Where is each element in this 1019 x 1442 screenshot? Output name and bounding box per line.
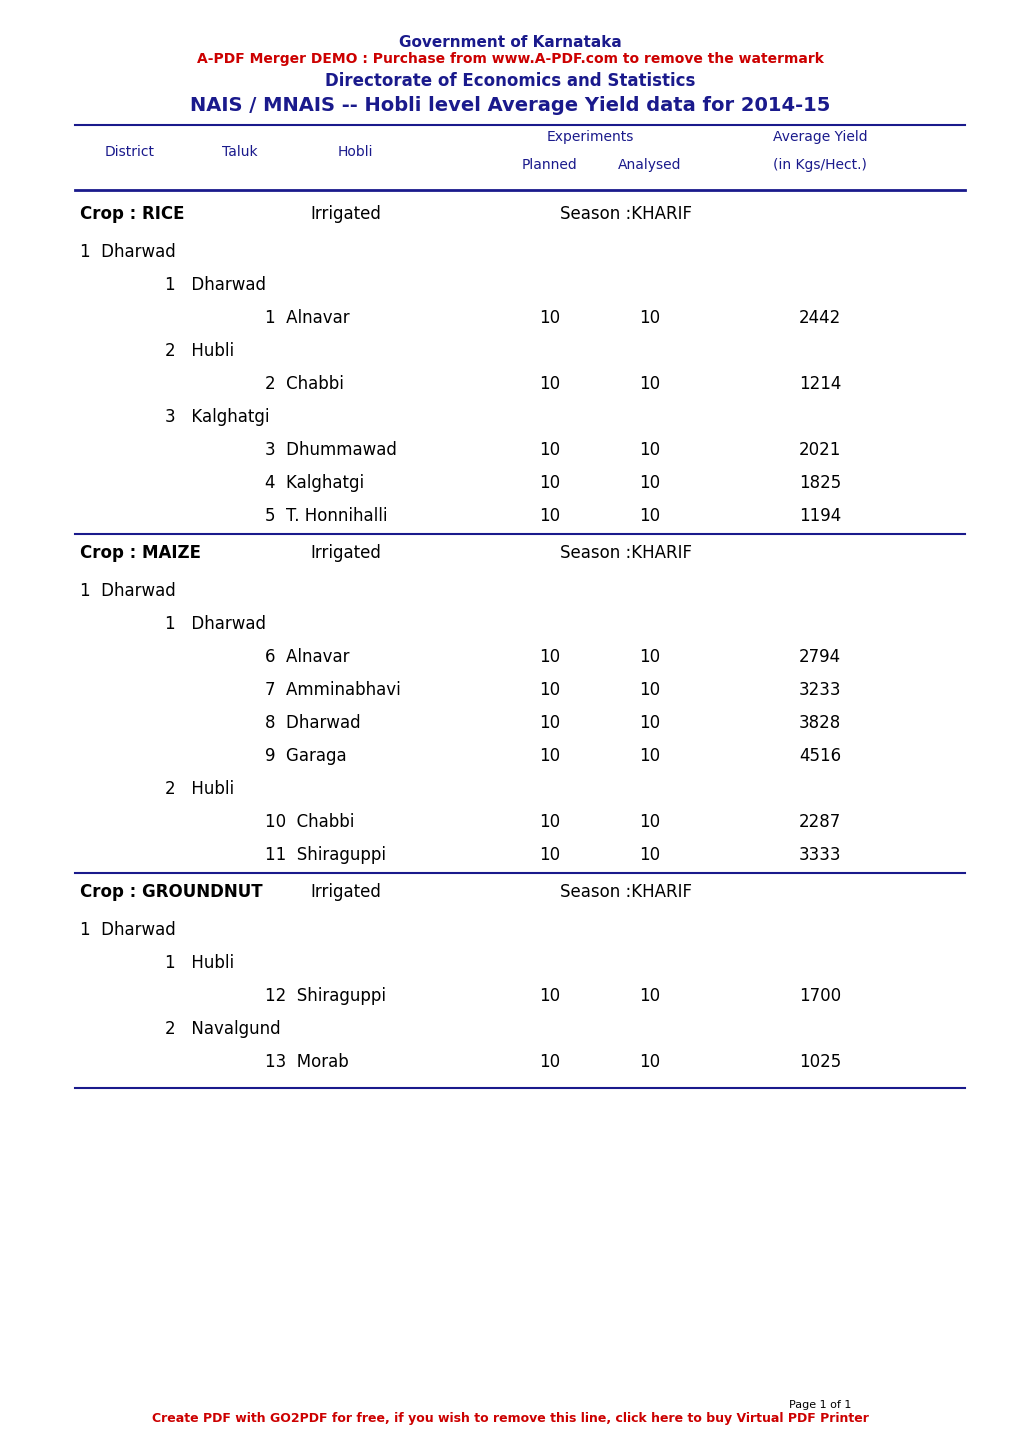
- Text: Crop : MAIZE: Crop : MAIZE: [79, 544, 201, 562]
- Text: Analysed: Analysed: [618, 159, 681, 172]
- Text: 10: 10: [639, 714, 660, 733]
- Text: 10: 10: [639, 647, 660, 666]
- Text: 10: 10: [639, 309, 660, 327]
- Text: Season :KHARIF: Season :KHARIF: [559, 883, 691, 901]
- Text: Irrigated: Irrigated: [310, 205, 380, 224]
- Text: Government of Karnataka: Government of Karnataka: [398, 35, 621, 50]
- Text: A-PDF Merger DEMO : Purchase from www.A-PDF.com to remove the watermark: A-PDF Merger DEMO : Purchase from www.A-…: [197, 52, 822, 66]
- Text: NAIS / MNAIS -- Hobli level Average Yield data for 2014-15: NAIS / MNAIS -- Hobli level Average Yiel…: [190, 97, 829, 115]
- Text: 9  Garaga: 9 Garaga: [265, 747, 346, 766]
- Text: 10: 10: [539, 474, 560, 492]
- Text: Experiments: Experiments: [546, 130, 633, 144]
- Text: 10: 10: [539, 846, 560, 864]
- Text: 10: 10: [639, 474, 660, 492]
- Text: 3233: 3233: [798, 681, 841, 699]
- Text: (in Kgs/Hect.): (in Kgs/Hect.): [772, 159, 866, 172]
- Text: 10: 10: [539, 441, 560, 459]
- Text: 2287: 2287: [798, 813, 841, 831]
- Text: Crop : RICE: Crop : RICE: [79, 205, 184, 224]
- Text: Season :KHARIF: Season :KHARIF: [559, 544, 691, 562]
- Text: Irrigated: Irrigated: [310, 883, 380, 901]
- Text: 10: 10: [539, 813, 560, 831]
- Text: Irrigated: Irrigated: [310, 544, 380, 562]
- Text: 1   Dharwad: 1 Dharwad: [165, 614, 266, 633]
- Text: 10: 10: [539, 1053, 560, 1071]
- Text: 10: 10: [639, 747, 660, 766]
- Text: 10: 10: [639, 1053, 660, 1071]
- Text: 2   Hubli: 2 Hubli: [165, 342, 234, 360]
- Text: 10: 10: [539, 508, 560, 525]
- Text: 11  Shiraguppi: 11 Shiraguppi: [265, 846, 385, 864]
- Text: 10: 10: [639, 846, 660, 864]
- Text: 10: 10: [539, 747, 560, 766]
- Text: Directorate of Economics and Statistics: Directorate of Economics and Statistics: [324, 72, 695, 89]
- Text: 1214: 1214: [798, 375, 841, 394]
- Text: 10  Chabbi: 10 Chabbi: [265, 813, 354, 831]
- Text: 3   Kalghatgi: 3 Kalghatgi: [165, 408, 269, 425]
- Text: 10: 10: [639, 813, 660, 831]
- Text: 3333: 3333: [798, 846, 841, 864]
- Text: 10: 10: [539, 647, 560, 666]
- Text: 1   Dharwad: 1 Dharwad: [165, 275, 266, 294]
- Text: 2   Hubli: 2 Hubli: [165, 780, 234, 797]
- Text: 3  Dhummawad: 3 Dhummawad: [265, 441, 396, 459]
- Text: 13  Morab: 13 Morab: [265, 1053, 348, 1071]
- Text: 2794: 2794: [798, 647, 841, 666]
- Text: 10: 10: [639, 986, 660, 1005]
- Text: Taluk: Taluk: [222, 146, 258, 159]
- Text: Page 1 of 1: Page 1 of 1: [788, 1400, 850, 1410]
- Text: Average Yield: Average Yield: [772, 130, 866, 144]
- Text: District: District: [105, 146, 155, 159]
- Text: 10: 10: [539, 375, 560, 394]
- Text: Create PDF with GO2PDF for free, if you wish to remove this line, click here to : Create PDF with GO2PDF for free, if you …: [152, 1412, 867, 1425]
- Text: 1  Dharwad: 1 Dharwad: [79, 921, 175, 939]
- Text: 7  Amminabhavi: 7 Amminabhavi: [265, 681, 400, 699]
- Text: 2021: 2021: [798, 441, 841, 459]
- Text: Hobli: Hobli: [337, 146, 372, 159]
- Text: 4516: 4516: [798, 747, 841, 766]
- Text: 10: 10: [639, 441, 660, 459]
- Text: 10: 10: [539, 714, 560, 733]
- Text: 1  Alnavar: 1 Alnavar: [265, 309, 350, 327]
- Text: 4  Kalghatgi: 4 Kalghatgi: [265, 474, 364, 492]
- Text: 1700: 1700: [798, 986, 841, 1005]
- Text: 5  T. Honnihalli: 5 T. Honnihalli: [265, 508, 387, 525]
- Text: 10: 10: [539, 681, 560, 699]
- Text: Planned: Planned: [522, 159, 578, 172]
- Text: 10: 10: [539, 986, 560, 1005]
- Text: 10: 10: [639, 508, 660, 525]
- Text: 1825: 1825: [798, 474, 841, 492]
- Text: 10: 10: [539, 309, 560, 327]
- Text: 1   Hubli: 1 Hubli: [165, 955, 234, 972]
- Text: 8  Dharwad: 8 Dharwad: [265, 714, 361, 733]
- Text: 10: 10: [639, 681, 660, 699]
- Text: Season :KHARIF: Season :KHARIF: [559, 205, 691, 224]
- Text: Crop : GROUNDNUT: Crop : GROUNDNUT: [79, 883, 262, 901]
- Text: 1  Dharwad: 1 Dharwad: [79, 244, 175, 261]
- Text: 1194: 1194: [798, 508, 841, 525]
- Text: 3828: 3828: [798, 714, 841, 733]
- Text: 2  Chabbi: 2 Chabbi: [265, 375, 343, 394]
- Text: 1025: 1025: [798, 1053, 841, 1071]
- Text: 1  Dharwad: 1 Dharwad: [79, 583, 175, 600]
- Text: 6  Alnavar: 6 Alnavar: [265, 647, 350, 666]
- Text: 12  Shiraguppi: 12 Shiraguppi: [265, 986, 385, 1005]
- Text: 2   Navalgund: 2 Navalgund: [165, 1019, 280, 1038]
- Text: 10: 10: [639, 375, 660, 394]
- Text: 2442: 2442: [798, 309, 841, 327]
